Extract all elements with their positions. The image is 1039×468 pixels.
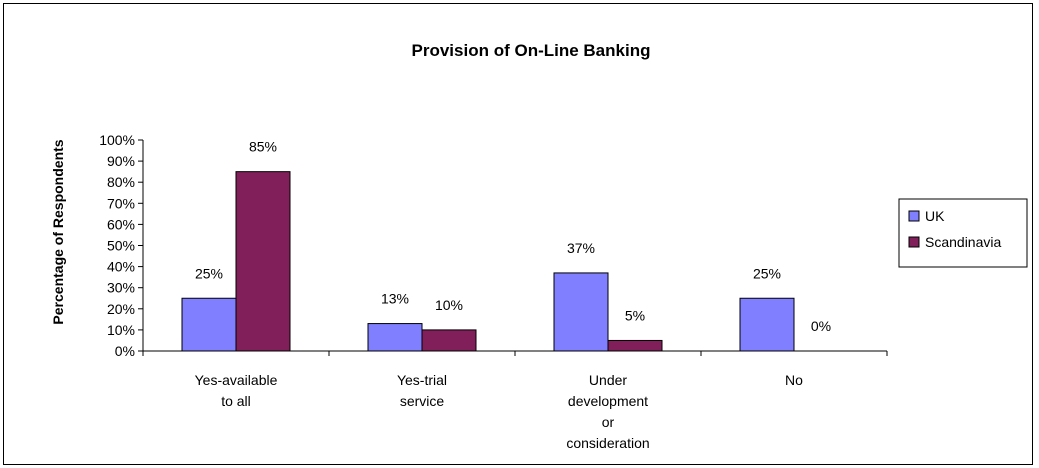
y-axis-label: Percentage of Respondents: [50, 139, 66, 324]
legend-label-uk: UK: [925, 208, 945, 224]
y-tick-label: 70%: [107, 195, 135, 211]
data-label: 5%: [625, 307, 645, 323]
data-label: 37%: [567, 240, 595, 256]
chart-title: Provision of On-Line Banking: [412, 41, 651, 60]
bar-scandinavia: [235, 171, 291, 352]
data-label: 0%: [811, 318, 831, 334]
x-category-label: Under: [589, 372, 627, 388]
y-tick-label: 90%: [107, 153, 135, 169]
x-category-label: service: [400, 393, 445, 409]
data-label: 85%: [249, 139, 277, 155]
bar-scandinavia: [421, 329, 477, 352]
x-category-label: to all: [221, 393, 251, 409]
x-category-label: No: [785, 372, 803, 388]
data-label: 10%: [435, 297, 463, 313]
y-tick-label: 60%: [107, 216, 135, 232]
plot-area: 0% 10% 20% 30% 40% 50% 60% 70% 80% 90% 100% 25% 85% Y…: [99, 132, 888, 451]
data-label: 25%: [195, 265, 223, 281]
x-category-label: Yes-trial: [397, 372, 447, 388]
y-tick-label: 30%: [107, 280, 135, 296]
y-tick-label: 80%: [107, 174, 135, 190]
x-category-label: Yes-available: [195, 372, 278, 388]
chart-frame: [3, 3, 1033, 465]
data-label: 25%: [753, 265, 781, 281]
bar-uk: [181, 297, 237, 352]
bar-uk: [367, 323, 423, 352]
y-tick-label: 50%: [107, 238, 135, 254]
y-tick-label: 100%: [99, 132, 135, 148]
legend: UK Scandinavia: [898, 198, 1028, 268]
data-label: 13%: [381, 291, 409, 307]
bar-scandinavia: [607, 339, 663, 352]
x-category-label: consideration: [566, 435, 649, 451]
bar-uk: [553, 272, 609, 352]
x-category-label: development: [568, 393, 648, 409]
legend-swatch-uk: [908, 210, 920, 222]
x-category-label: or: [602, 414, 615, 430]
y-tick-label: 40%: [107, 259, 135, 275]
y-tick-label: 20%: [107, 301, 135, 317]
bar-uk: [739, 297, 795, 352]
y-tick-label: 10%: [107, 322, 135, 338]
legend-swatch-scandinavia: [908, 236, 920, 248]
y-tick-label: 0%: [115, 343, 135, 359]
legend-label-scandinavia: Scandinavia: [925, 234, 1001, 250]
legend-box: [898, 198, 1028, 268]
